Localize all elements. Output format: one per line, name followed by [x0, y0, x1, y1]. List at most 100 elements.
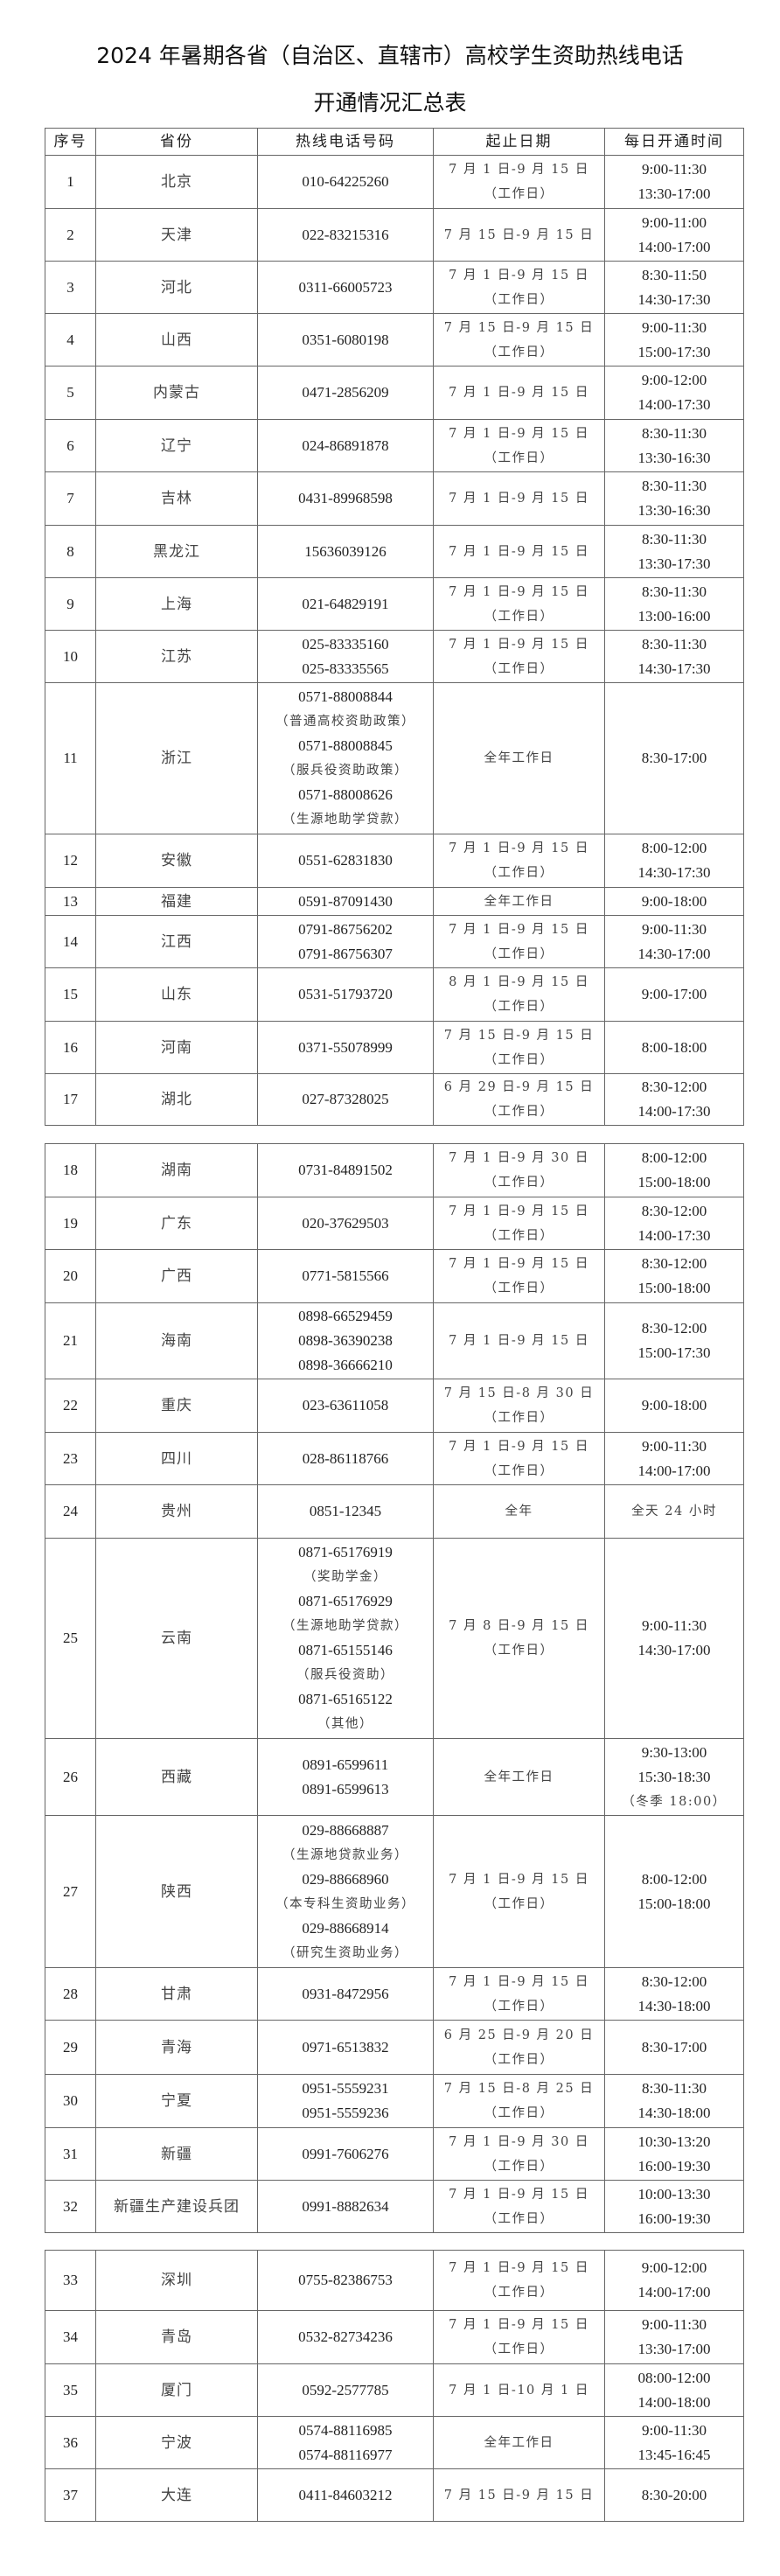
province-name: 广东	[95, 1197, 258, 1250]
daily-hours: 15:00-17:30	[637, 343, 711, 360]
hotline-number: 0571-88008845	[298, 737, 393, 754]
table-row: 21 海南 0898-66529459 0898-36390238 0898-36666…	[45, 1302, 744, 1379]
hotline-number-cell: 023-63611058	[257, 1379, 434, 1433]
date-range: 7 月 15 日-8 月 25 日	[443, 2082, 595, 2096]
date-range-cell: 7 月 15 日-8 月 30 日 （工作日）	[433, 1379, 605, 1433]
daily-hours-cell: 全天 24 小时	[604, 1484, 744, 1539]
daily-hours-cell: 8:00-12:00 15:00-18:00	[604, 1815, 744, 1968]
row-number: 30	[45, 2074, 96, 2128]
date-range: 7 月 15 日-9 月 15 日	[443, 2488, 595, 2503]
row-number: 25	[45, 1538, 96, 1739]
hotline-number: 028-86118766	[302, 1449, 389, 1467]
hotline-number: 0574-88116977	[298, 2446, 393, 2463]
date-range-cell: 7 月 8 日-9 月 15 日 （工作日）	[433, 1538, 605, 1739]
date-range: （工作日）	[484, 2211, 554, 2226]
table-row: 1 北京 010-64225260 7 月 1 日-9 月 15 日 （工作日） 9:00…	[45, 155, 744, 209]
hotline-table-1: 序号 省份 热线电话号码 起止日期 每日开通时间 1 北京 010-64225260 7 月 1…	[45, 128, 744, 1126]
province-name: 西藏	[95, 1738, 258, 1816]
province-name: 宁夏	[95, 2074, 258, 2128]
daily-hours-cell: 8:30-12:00 15:00-17:30	[604, 1302, 744, 1379]
date-range: （工作日）	[484, 1411, 554, 1425]
date-range: （工作日）	[484, 2159, 554, 2174]
hotline-number-cell: 0431-89968598	[257, 471, 434, 526]
table-row: 35 厦门 0592-2577785 7 月 1 日-10 月 1 日 08:00-12…	[45, 2363, 744, 2417]
date-range: （工作日）	[484, 1644, 554, 1658]
table-row: 24 贵州 0851-12345 全年 全天 24 小时	[45, 1484, 744, 1539]
date-range-cell: 7 月 1 日-9 月 15 日 （工作日）	[433, 834, 605, 888]
date-range-cell: 全年	[433, 1484, 605, 1539]
province-name: 辽宁	[95, 419, 258, 472]
row-number: 31	[45, 2127, 96, 2181]
row-number: 22	[45, 1379, 96, 1433]
daily-hours: 13:30-17:30	[637, 555, 711, 572]
daily-hours-cell: 8:30-11:30 13:30-16:30	[604, 419, 744, 472]
daily-hours: 15:30-18:30	[637, 1768, 711, 1785]
column-header: 起止日期	[433, 128, 605, 156]
hotline-number-cell: 028-86118766	[257, 1432, 434, 1485]
daily-hours: 16:00-19:30	[637, 2209, 711, 2227]
hotline-number-cell: 020-37629503	[257, 1197, 434, 1250]
daily-hours-cell: 08:00-12:00 14:00-18:00	[604, 2363, 744, 2417]
table-row: 7 吉林 0431-89968598 7 月 1 日-9 月 15 日 8:30-11:…	[45, 471, 744, 526]
row-number: 4	[45, 313, 96, 367]
table-row: 34 青岛 0532-82734236 7 月 1 日-9 月 15 日 （工作日） 9:…	[45, 2310, 744, 2364]
date-range-cell: 7 月 1 日-9 月 15 日 （工作日）	[433, 2310, 605, 2364]
date-range: 7 月 1 日-9 月 15 日	[449, 1974, 589, 1989]
daily-hours: 15:00-18:00	[637, 1895, 711, 1912]
daily-hours: 8:30-11:30	[642, 635, 707, 653]
daily-hours: 9:00-11:30	[642, 2316, 707, 2333]
daily-hours: 9:00-11:30	[642, 318, 707, 336]
daily-hours: 14:30-17:30	[637, 864, 711, 881]
daily-hours: 8:30-11:50	[642, 266, 707, 283]
date-range: （工作日）	[484, 1176, 554, 1190]
daily-hours: 16:00-19:30	[637, 2157, 711, 2175]
hotline-number: 0851-12345	[309, 1503, 382, 1519]
province-name: 云南	[95, 1538, 258, 1739]
daily-hours-cell: 8:30-20:00	[604, 2468, 744, 2522]
date-range-cell: 7 月 1 日-9 月 15 日 （工作日）	[433, 577, 605, 631]
hotline-number-cell: 0311-66005723	[257, 261, 434, 314]
date-range-cell: 7 月 1 日-9 月 30 日 （工作日）	[433, 1143, 605, 1197]
hotline-number: 0531-51793720	[298, 986, 393, 1002]
hotline-number-cell: 0931-8472956	[257, 1967, 434, 2021]
date-range-cell: 7 月 1 日-9 月 30 日 （工作日）	[433, 2127, 605, 2181]
hotline-number-cell: 0411-84603212	[257, 2468, 434, 2522]
hotline-number-cell: 0532-82734236	[257, 2310, 434, 2364]
hotline-number-cell: 0371-55078999	[257, 1021, 434, 1074]
hotline-number: 0731-84891502	[298, 1162, 393, 1178]
daily-hours-cell: 8:30-12:00 14:00-17:30	[604, 1073, 744, 1126]
date-range-cell: 7 月 1 日-9 月 15 日 （工作日）	[433, 1249, 605, 1303]
date-range-cell: 7 月 1 日-9 月 15 日 （工作日）	[433, 915, 605, 968]
date-range: 7 月 1 日-9 月 30 日	[449, 2134, 589, 2149]
hotline-number: 020-37629503	[302, 1214, 389, 1232]
hotline-number: 0592-2577785	[302, 2381, 389, 2398]
date-range: （工作日）	[484, 1463, 554, 1478]
date-range: 6 月 25 日-9 月 20 日	[443, 2028, 595, 2042]
daily-hours: 8:30-11:30	[642, 2080, 707, 2097]
daily-hours-cell: 8:00-18:00	[604, 1021, 744, 1074]
daily-hours: 14:00-17:30	[637, 1103, 711, 1120]
hotline-number: 0871-65176919	[298, 1544, 393, 1560]
hotline-number-cell: 0592-2577785	[257, 2363, 434, 2417]
hotline-number: 0371-55078999	[298, 1038, 393, 1056]
hotline-number: 0898-66529459	[298, 1308, 393, 1324]
table-row: 9 上海 021-64829191 7 月 1 日-9 月 15 日 （工作日） 8:30…	[45, 577, 744, 631]
hotline-number: 0871-65165122	[298, 1691, 393, 1707]
date-range: 全年	[505, 1504, 533, 1518]
daily-hours-cell: 10:30-13:20 16:00-19:30	[604, 2127, 744, 2181]
date-range: 7 月 1 日-9 月 15 日	[449, 1257, 589, 1271]
daily-hours: 14:30-17:00	[637, 1642, 711, 1658]
date-range: 7 月 1 日-9 月 15 日	[449, 492, 589, 506]
hotline-number: 0891-6599613	[302, 1780, 389, 1798]
table-row: 13 福建 0591-87091430 全年工作日 9:00-18:00	[45, 887, 744, 916]
hotline-number-cell: 027-87328025	[257, 1073, 434, 1126]
province-name: 安徽	[95, 834, 258, 888]
table-row: 2 天津 022-83215316 7 月 15 日-9 月 15 日 9:00-11:…	[45, 208, 744, 262]
hotline-number-note: （研究生资助业务）	[282, 1945, 408, 1960]
daily-hours: 9:00-11:30	[642, 1617, 707, 1634]
daily-hours-cell: 9:00-11:30 14:30-17:00	[604, 915, 744, 968]
hotline-number-cell: 029-88668887 （生源地贷款业务） 029-88668960 （本专科生资助…	[257, 1815, 434, 1968]
date-range: 7 月 1 日-9 月 15 日	[449, 386, 589, 400]
hotline-number-cell: 0755-82386753	[257, 2250, 434, 2311]
daily-hours: 14:00-17:00	[637, 1462, 711, 1479]
